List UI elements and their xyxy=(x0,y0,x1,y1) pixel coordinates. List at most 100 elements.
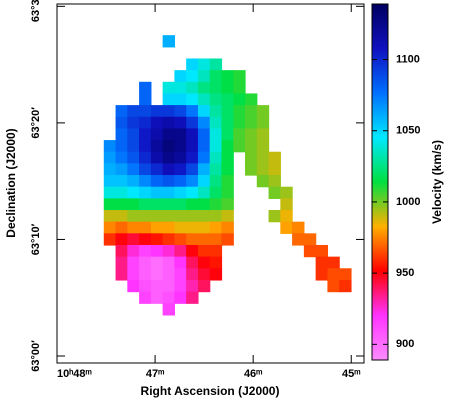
heatmap xyxy=(103,35,352,316)
velocity-cell xyxy=(256,151,270,164)
velocity-cell xyxy=(197,116,211,130)
velocity-cell xyxy=(115,140,128,153)
velocity-cell xyxy=(103,221,117,234)
velocity-cell xyxy=(209,140,223,153)
velocity-cell xyxy=(268,175,281,188)
velocity-cell xyxy=(233,128,246,141)
velocity-cell xyxy=(209,58,223,71)
velocity-cell xyxy=(139,93,152,106)
velocity-cell xyxy=(139,140,152,153)
velocity-cell xyxy=(245,116,258,130)
velocity-cell xyxy=(233,93,246,106)
velocity-cell xyxy=(186,244,199,258)
velocity-cell xyxy=(280,198,293,211)
velocity-cell xyxy=(162,186,175,199)
velocity-cell xyxy=(197,163,211,176)
velocity-cell xyxy=(186,198,199,211)
velocity-cell xyxy=(139,244,152,258)
velocity-cell xyxy=(150,291,164,304)
velocity-cell xyxy=(221,105,234,118)
velocity-cell xyxy=(127,140,140,153)
velocity-cell xyxy=(139,116,152,130)
velocity-cell xyxy=(233,81,246,95)
velocity-cell xyxy=(197,233,211,246)
velocity-cell xyxy=(268,186,281,199)
velocity-cell xyxy=(162,105,175,118)
velocity-cell xyxy=(221,233,234,246)
velocity-cell xyxy=(221,128,234,141)
velocity-cell xyxy=(150,268,164,281)
velocity-cell xyxy=(221,81,234,95)
colorbar-tick-label: 950 xyxy=(396,267,414,279)
velocity-cell xyxy=(256,105,270,118)
velocity-cell xyxy=(139,81,152,95)
velocity-cell xyxy=(315,256,329,269)
velocity-cell xyxy=(174,163,187,176)
velocity-cell xyxy=(174,140,187,153)
velocity-cell xyxy=(139,198,152,211)
velocity-cell xyxy=(186,81,199,95)
velocity-cell xyxy=(221,93,234,106)
velocity-cell xyxy=(139,291,152,304)
velocity-cell xyxy=(186,163,199,176)
velocity-cell xyxy=(256,116,270,130)
velocity-cell xyxy=(174,128,187,141)
velocity-cell xyxy=(162,256,175,269)
velocity-cell xyxy=(174,81,187,95)
velocity-cell xyxy=(115,244,128,258)
velocity-cell xyxy=(256,163,270,176)
velocity-cell xyxy=(186,186,199,199)
velocity-cell xyxy=(186,151,199,164)
velocity-cell xyxy=(256,128,270,141)
velocity-cell xyxy=(174,256,187,269)
velocity-cell xyxy=(209,186,223,199)
velocity-cell xyxy=(162,163,175,176)
velocity-cell xyxy=(162,140,175,153)
velocity-cell xyxy=(115,221,128,234)
velocity-cell xyxy=(115,268,128,281)
velocity-cell xyxy=(139,175,152,188)
velocity-cell xyxy=(115,116,128,130)
velocity-cell xyxy=(139,256,152,269)
velocity-cell xyxy=(197,81,211,95)
colorbar xyxy=(371,3,389,361)
velocity-cell xyxy=(186,291,199,304)
velocity-cell xyxy=(209,256,223,269)
velocity-cell xyxy=(221,175,234,188)
velocity-cell xyxy=(150,221,164,234)
velocity-cell xyxy=(174,116,187,130)
velocity-cell xyxy=(139,151,152,164)
velocity-cell xyxy=(186,221,199,234)
velocity-cell xyxy=(233,140,246,153)
velocity-cell xyxy=(197,221,211,234)
x-tick-label: 10ʰ48ᵐ xyxy=(57,368,92,380)
velocity-cell xyxy=(197,140,211,153)
velocity-cell xyxy=(209,175,223,188)
velocity-cell xyxy=(221,163,234,176)
velocity-cell xyxy=(197,151,211,164)
velocity-cell xyxy=(245,163,258,176)
colorbar-tick-label: 1100 xyxy=(396,53,420,65)
plot-frame xyxy=(56,3,365,364)
velocity-cell xyxy=(115,256,128,269)
velocity-cell xyxy=(162,291,175,304)
velocity-cell xyxy=(209,105,223,118)
velocity-cell xyxy=(150,128,164,141)
velocity-cell xyxy=(150,151,164,164)
velocity-cell xyxy=(209,81,223,95)
velocity-cell xyxy=(127,233,140,246)
velocity-cell xyxy=(174,210,187,223)
velocity-cell xyxy=(150,233,164,246)
velocity-cell xyxy=(139,279,152,293)
velocity-cell xyxy=(209,93,223,106)
velocity-cell xyxy=(245,105,258,118)
velocity-cell xyxy=(174,70,187,83)
velocity-cell xyxy=(162,81,175,95)
velocity-cell xyxy=(186,256,199,269)
y-tick-label: 63°20′ xyxy=(30,107,42,139)
velocity-cell xyxy=(139,105,152,118)
velocity-cell xyxy=(150,186,164,199)
velocity-cell xyxy=(127,198,140,211)
velocity-cell xyxy=(233,105,246,118)
velocity-cell xyxy=(197,186,211,199)
